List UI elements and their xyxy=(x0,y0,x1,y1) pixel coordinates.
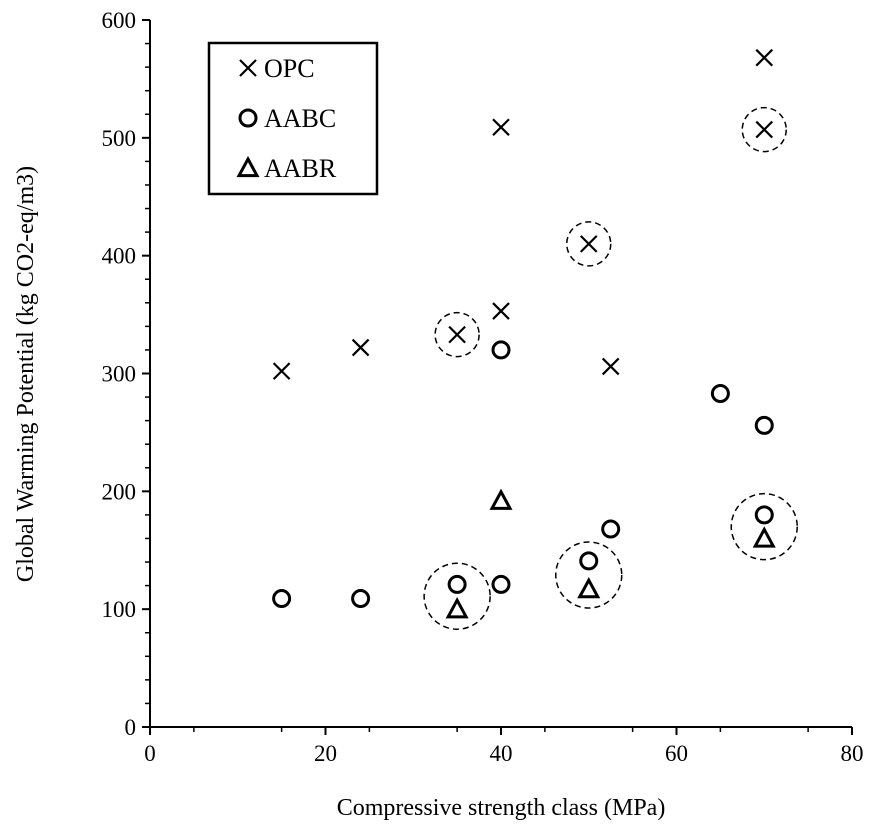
x-tick-label: 40 xyxy=(490,741,513,766)
opc-point xyxy=(492,118,510,137)
opc-point xyxy=(755,120,774,139)
y-tick-label: 500 xyxy=(102,126,137,151)
aabc-point xyxy=(351,589,371,609)
aabc-point xyxy=(754,505,774,525)
aabr-point xyxy=(489,488,513,510)
tick-labels: 0 20 40 60 80 0 100 200 300 400 500 600 xyxy=(102,8,864,766)
y-tick-label: 600 xyxy=(102,8,137,33)
x-tick-label: 80 xyxy=(841,741,864,766)
y-tick-label: 400 xyxy=(102,244,137,269)
legend-marker-opc xyxy=(239,59,257,77)
aabr-point xyxy=(752,526,776,548)
legend-marker-aabc xyxy=(238,108,258,128)
y-tick-label: 100 xyxy=(102,597,137,622)
opc-point xyxy=(492,302,510,320)
aabr-point xyxy=(445,597,469,619)
aabc-point xyxy=(491,340,511,360)
x-tick-label: 20 xyxy=(314,741,337,766)
aabc-point xyxy=(272,589,292,609)
legend-marker-aabr xyxy=(236,155,260,178)
opc-point xyxy=(448,325,466,344)
opc-point xyxy=(755,48,774,67)
aabc-point xyxy=(710,384,730,404)
aabc-point xyxy=(579,551,599,571)
y-tick-label: 200 xyxy=(102,479,137,504)
legend-label-aabr: AABR xyxy=(264,154,337,183)
x-axis-title: Compressive strength class (MPa) xyxy=(337,795,666,821)
y-tick-label: 0 xyxy=(125,715,137,740)
legend-box xyxy=(207,41,379,196)
opc-point xyxy=(351,338,370,357)
legend-label-opc: OPC xyxy=(264,54,315,83)
axis-ticks xyxy=(142,19,853,735)
y-tick-label: 300 xyxy=(102,362,137,387)
dashed-highlight-circle xyxy=(730,492,798,561)
aabr-point xyxy=(577,576,601,599)
x-tick-label: 60 xyxy=(665,741,688,766)
dashed-highlight-circle xyxy=(434,311,480,358)
legend-label-aabc: AABC xyxy=(264,104,336,133)
legend: OPC AABC AABR xyxy=(207,41,379,196)
opc-point xyxy=(272,362,291,380)
aabc-point xyxy=(754,415,774,435)
dashed-highlight-circle xyxy=(555,541,623,609)
x-tick-label: 0 xyxy=(144,741,156,766)
aabc-point xyxy=(601,519,621,539)
opc-point xyxy=(579,235,598,253)
data-points xyxy=(272,48,776,619)
opc-point xyxy=(601,357,620,376)
dashed-highlight-circle xyxy=(423,562,491,630)
aabc-point xyxy=(447,574,467,594)
dashed-highlight-circle xyxy=(741,106,787,153)
annotations xyxy=(423,106,798,630)
dashed-highlight-circle xyxy=(566,221,612,267)
aabc-point xyxy=(491,574,511,594)
y-axis-title: Global Warming Potential (kg CO2-eq/m3) xyxy=(13,166,39,582)
